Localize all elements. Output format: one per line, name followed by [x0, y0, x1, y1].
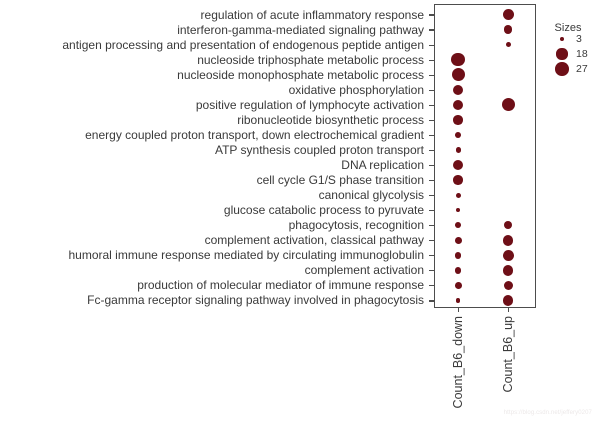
row-label: complement activation	[304, 263, 424, 278]
y-tick	[429, 89, 434, 91]
data-dot	[451, 52, 465, 67]
data-dot	[455, 207, 461, 213]
y-tick	[429, 134, 434, 136]
row-label: canonical glycolysis	[318, 188, 424, 203]
data-dot	[453, 115, 463, 125]
y-tick	[429, 240, 434, 242]
x-tick	[507, 308, 510, 312]
row-label: Fc-gamma receptor signaling pathway invo…	[87, 293, 424, 308]
column-label: Count_B6_down	[451, 316, 465, 409]
y-tick	[429, 300, 434, 302]
legend-dot	[556, 48, 568, 60]
data-dot	[505, 42, 511, 48]
row-label: cell cycle G1/S phase transition	[256, 173, 424, 188]
data-dot	[501, 98, 515, 112]
data-dot	[455, 298, 461, 303]
legend-size-label: 18	[576, 48, 588, 60]
row-label: interferon-gamma-mediated signaling path…	[177, 22, 424, 37]
y-tick	[429, 270, 434, 272]
data-dot	[453, 84, 464, 95]
row-label: regulation of acute inflammatory respons…	[200, 7, 424, 22]
data-dot	[503, 221, 513, 230]
data-dot	[455, 147, 461, 153]
y-tick	[429, 285, 434, 287]
data-dot	[454, 252, 462, 259]
x-tick	[457, 308, 460, 312]
data-dot	[455, 192, 461, 198]
row-label: oxidative phosphorylation	[288, 82, 424, 97]
data-dot	[502, 265, 514, 276]
size-legend: Sizes 3 18 27	[540, 22, 600, 82]
data-dot	[453, 175, 463, 185]
plot-area	[434, 4, 536, 308]
row-label: DNA replication	[341, 158, 424, 172]
data-dot	[502, 9, 514, 21]
data-dot	[502, 295, 514, 306]
row-label: complement activation, classical pathway	[204, 233, 424, 248]
data-dot	[453, 160, 464, 171]
row-label: phagocytosis, recognition	[288, 218, 424, 233]
y-tick	[429, 44, 434, 46]
legend-dot	[555, 62, 569, 76]
legend-dot	[559, 36, 565, 42]
row-label: nucleoside triphosphate metabolic proces…	[197, 52, 424, 67]
y-tick	[429, 29, 434, 31]
y-tick	[429, 210, 434, 212]
row-label: ATP synthesis coupled proton transport	[214, 142, 424, 157]
data-dot	[502, 234, 514, 246]
data-dot	[503, 25, 513, 34]
y-tick	[429, 119, 434, 121]
data-dot	[454, 236, 462, 244]
row-label: production of molecular mediator of immu…	[137, 278, 424, 293]
row-label: ribonucleotide biosynthetic process	[237, 112, 424, 127]
data-dot	[455, 222, 461, 229]
data-dot	[454, 282, 462, 289]
legend-title: Sizes	[554, 22, 582, 34]
row-label: nucleoside monophosphate metabolic proce…	[177, 67, 424, 82]
column-label: Count_B6_up	[501, 316, 515, 393]
legend-size-label: 3	[576, 33, 582, 45]
y-tick	[429, 195, 434, 197]
y-tick	[429, 104, 434, 106]
data-dot	[503, 280, 513, 290]
row-label: humoral immune response mediated by circ…	[68, 248, 424, 263]
y-tick	[429, 149, 434, 152]
data-dot	[455, 132, 461, 138]
row-label: energy coupled proton transport, down el…	[85, 127, 424, 142]
data-dot	[502, 249, 514, 261]
data-dot	[454, 267, 462, 274]
legend-size-label: 27	[576, 63, 588, 75]
data-dot	[451, 68, 465, 82]
y-tick	[429, 164, 434, 167]
y-tick	[429, 74, 434, 76]
data-dot	[452, 99, 464, 111]
y-tick	[429, 255, 434, 257]
y-tick	[429, 14, 434, 16]
row-label: positive regulation of lymphocyte activa…	[195, 97, 424, 112]
y-tick	[429, 59, 434, 61]
y-tick	[429, 179, 434, 182]
row-label: antigen processing and presentation of e…	[62, 37, 424, 52]
row-label: glucose catabolic process to pyruvate	[223, 203, 424, 218]
y-tick	[429, 225, 434, 227]
watermark-text: https://blog.csdn.net/jeffery0207	[503, 410, 592, 416]
